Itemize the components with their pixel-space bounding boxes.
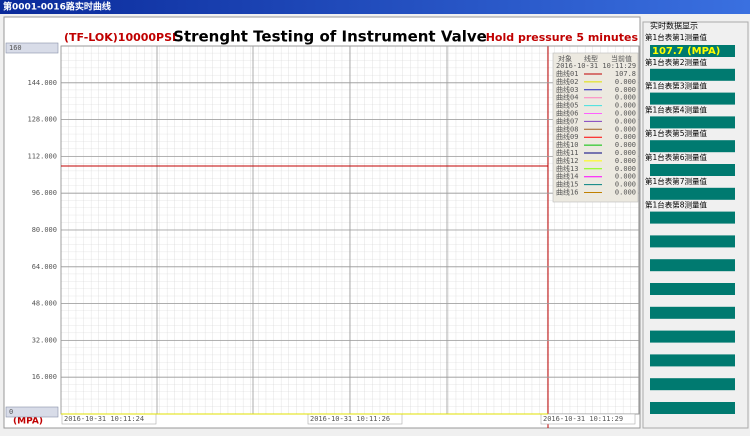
y-tick-label: 128.000: [27, 116, 57, 124]
legend-name: 曲线11: [556, 148, 578, 157]
legend-value: 0.000: [615, 117, 636, 125]
x-tick-box: [540, 413, 636, 425]
legend-value: 0.000: [615, 110, 636, 118]
meter-bar: [650, 211, 735, 224]
legend-value: 0.000: [615, 157, 636, 165]
legend-name: 曲线10: [556, 140, 578, 149]
legend-name: 曲线15: [556, 180, 578, 189]
legend-name: 曲线07: [556, 116, 578, 125]
meter-bar: [650, 306, 735, 319]
meter-bar: [650, 68, 735, 81]
y-tick-label: 112.000: [27, 152, 57, 160]
meter-label: 第1台表第6测量值: [645, 152, 708, 162]
legend-value: 0.000: [615, 181, 636, 189]
y-edge-box: [5, 406, 59, 418]
legend-value: 0.000: [615, 149, 636, 157]
meter-reading: 107.7 (MPA): [652, 46, 720, 57]
meter-bar: [650, 116, 735, 129]
meter-label: 第1台表第8测量值: [645, 200, 708, 210]
meter-bar: [650, 187, 735, 200]
legend-name: 曲线06: [556, 109, 578, 118]
legend-name: 曲线12: [556, 156, 578, 165]
legend-value: 0.000: [615, 189, 636, 197]
y-tick-label: 80.000: [32, 226, 57, 234]
y-edge-box: [5, 42, 59, 54]
legend-name: 曲线08: [556, 124, 578, 133]
y-tick-label: 64.000: [32, 263, 57, 271]
legend-timestamp: 2016-10-31 10:11:29: [556, 62, 636, 70]
meter-bar: [650, 45, 735, 57]
legend-value: 0.000: [615, 173, 636, 181]
y-tick-label: 48.000: [32, 300, 57, 308]
meter-label: 第1台表第5测量值: [645, 128, 708, 138]
meter-bar: [650, 259, 735, 272]
meter-bar: [650, 354, 735, 367]
legend-value: 0.000: [615, 94, 636, 102]
meter-bar: [650, 140, 735, 153]
meter-bar: [650, 402, 735, 414]
left-note: (TF-LOK)10000PSI: [64, 31, 176, 44]
legend-value: 0.000: [615, 165, 636, 173]
legend-name: 曲线03: [556, 85, 578, 94]
window-title: 第0001-0016路实时曲线: [3, 1, 111, 13]
x-tick-label: 2016-10-31 10:11:29: [543, 415, 623, 423]
legend-name: 曲线01: [556, 69, 578, 78]
meter-bar: [650, 330, 735, 343]
meter-label: 第1台表第4测量值: [645, 104, 708, 114]
chart-title: Strenght Testing of Instrument Valve: [173, 28, 487, 46]
x-tick-label: 2016-10-31 10:11:26: [310, 415, 390, 423]
legend-value: 107.8: [615, 70, 636, 78]
legend-header: 当前值: [611, 54, 632, 63]
legend-name: 曲线09: [556, 132, 578, 141]
legend-name: 曲线02: [556, 77, 578, 86]
legend-name: 曲线14: [556, 172, 578, 181]
right-note: Hold pressure 5 minutes: [486, 31, 639, 44]
y-tick-label: 96.000: [32, 189, 57, 197]
legend-value: 0.000: [615, 102, 636, 110]
meter-label: 第1台表第1测量值: [645, 32, 708, 42]
meter-bar: [650, 283, 735, 295]
meter-bar: [650, 164, 735, 176]
legend-value: 0.000: [615, 78, 636, 86]
legend-header: 线型: [584, 54, 598, 63]
title-bar: [0, 0, 750, 14]
y-tick-label: 32.000: [32, 336, 57, 344]
legend-name: 曲线13: [556, 164, 578, 173]
y-tick-label: 144.000: [27, 79, 57, 87]
y-tick-label: 16.000: [32, 373, 57, 381]
meter-bar: [650, 92, 735, 105]
legend-value: 0.000: [615, 133, 636, 141]
panel-title: 实时数据显示: [650, 21, 698, 31]
legend-value: 0.000: [615, 141, 636, 149]
x-tick-label: 2016-10-31 10:11:24: [64, 415, 144, 423]
legend-value: 0.000: [615, 125, 636, 133]
y-unit: (MPA): [13, 417, 43, 427]
meter-bar: [650, 235, 735, 248]
meter-bar: [650, 378, 735, 391]
meter-label: 第1台表第7测量值: [645, 176, 708, 186]
legend-value: 0.000: [615, 86, 636, 94]
meter-label: 第1台表第2测量值: [645, 57, 708, 67]
legend-name: 曲线05: [556, 101, 578, 110]
panel-frame: [642, 21, 749, 429]
y-tick-label: 160: [9, 44, 22, 52]
legend-name: 曲线16: [556, 188, 578, 197]
legend-name: 曲线04: [556, 93, 578, 102]
y-tick-label: 0: [9, 408, 13, 416]
legend-header: 对象: [558, 54, 572, 63]
meter-label: 第1台表第3测量值: [645, 81, 708, 91]
